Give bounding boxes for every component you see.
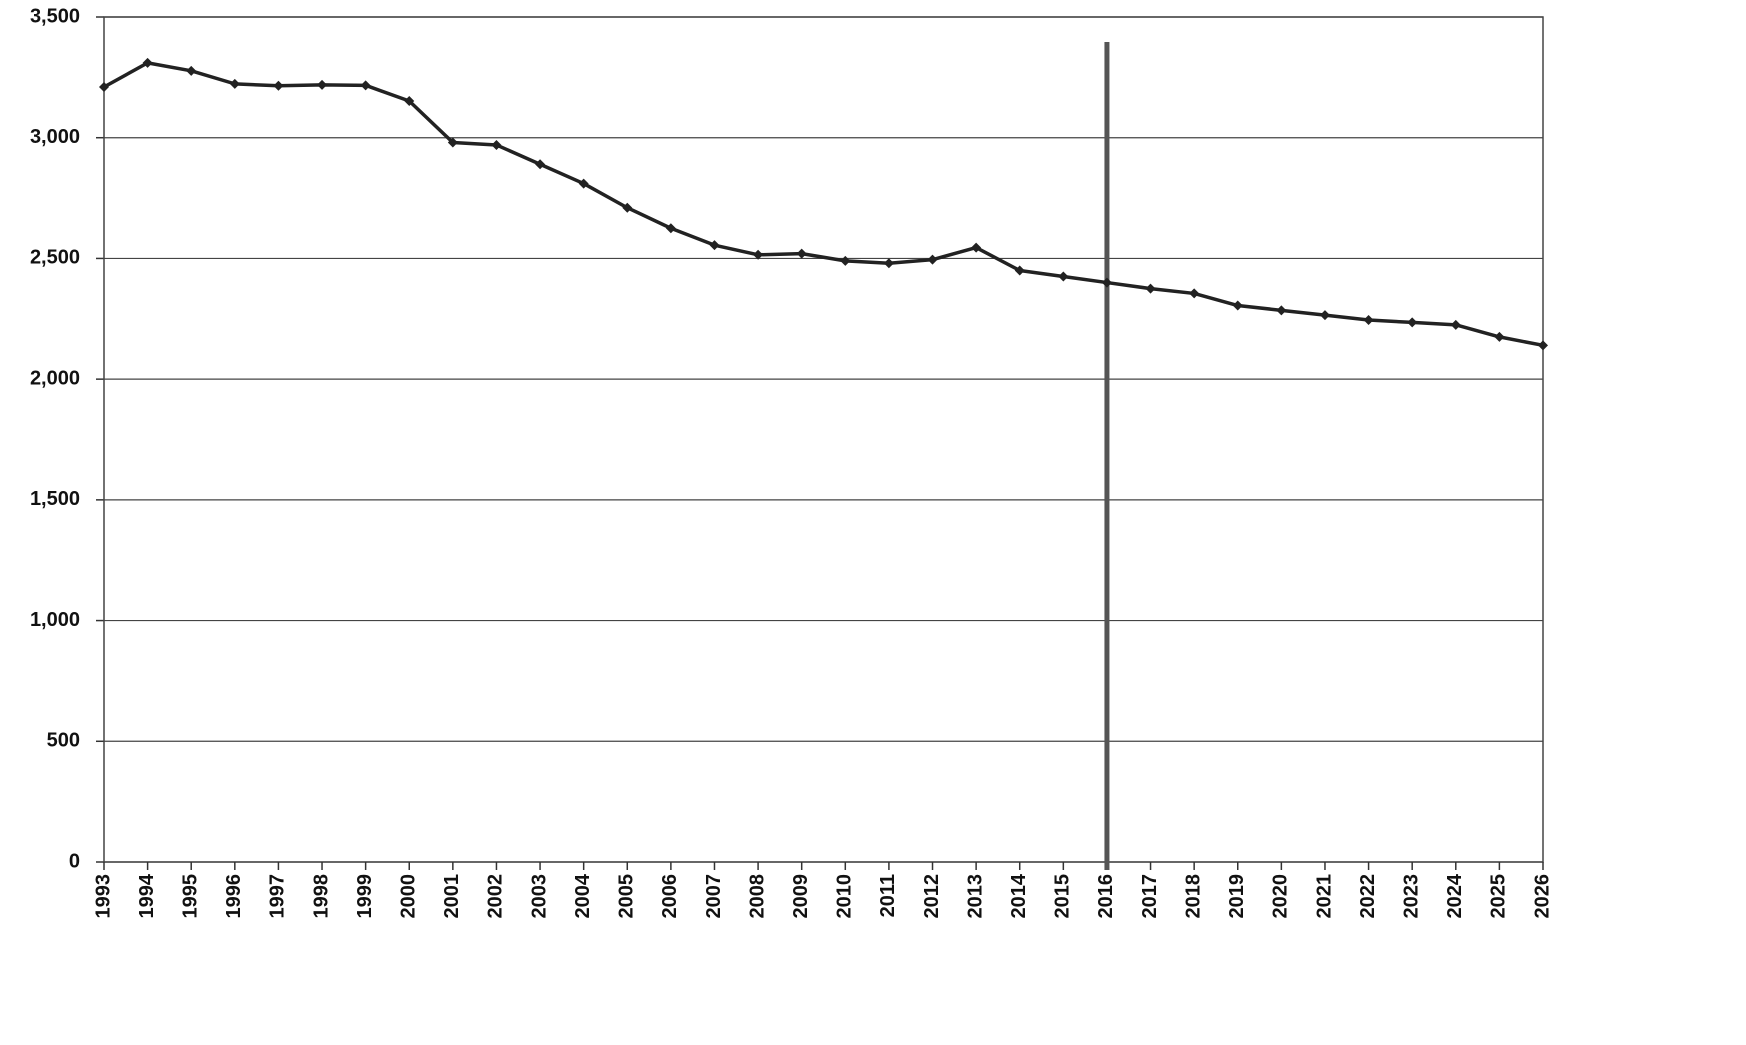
plot-border (103, 16, 1544, 863)
data-point (1232, 300, 1243, 311)
data-point (1058, 271, 1069, 282)
y-tick-label: 1,500 (30, 488, 80, 510)
data-point (186, 65, 197, 76)
x-tick-label: 2015 (1052, 874, 1074, 919)
data-point (1101, 277, 1112, 288)
x-tick-label: 2003 (528, 874, 550, 919)
data-point (404, 96, 415, 107)
x-tick-label: 2009 (790, 874, 812, 919)
data-point (447, 137, 458, 148)
data-point (753, 249, 764, 260)
x-tick-label: 2025 (1488, 874, 1510, 919)
x-tick-label: 1999 (354, 874, 376, 919)
x-tick-label: 2014 (1008, 873, 1030, 918)
x-tick-label: 2012 (921, 874, 943, 919)
data-point (1145, 283, 1156, 294)
data-point (1014, 265, 1025, 276)
y-tick-label: 0 (69, 850, 80, 872)
data-point (883, 258, 894, 269)
x-tick-label: 2011 (877, 874, 899, 917)
y-tick-label: 2,500 (30, 247, 80, 269)
y-tick-label: 1,000 (30, 609, 80, 631)
data-point (99, 82, 109, 93)
data-point (665, 223, 676, 234)
y-tick-label: 500 (47, 730, 80, 752)
x-tick-label: 2006 (659, 874, 681, 919)
data-point (491, 139, 502, 150)
x-tick-label: 2023 (1400, 874, 1422, 919)
data-point (971, 242, 982, 253)
data-point (273, 80, 284, 91)
data-point (535, 159, 546, 170)
data-line (103, 61, 1544, 348)
data-point (1494, 331, 1505, 342)
data-point (1276, 305, 1287, 316)
x-tick-label: 1996 (223, 874, 245, 919)
x-tick-label: 1994 (136, 873, 158, 918)
data-point (1319, 310, 1330, 321)
y-tick-label: 2,000 (30, 367, 80, 389)
data-point (1407, 317, 1418, 328)
data-point (1189, 288, 1200, 299)
x-tick-label: 2005 (616, 874, 638, 919)
data-point (360, 80, 371, 91)
x-tick-label: 2026 (1531, 874, 1553, 919)
x-tick-label: 2018 (1182, 874, 1204, 919)
x-tick-label: 2016 (1095, 874, 1117, 919)
data-point (709, 240, 720, 251)
x-tick-label: 2013 (964, 874, 986, 919)
x-tick-label: 2002 (485, 874, 507, 919)
x-tick-label: 1993 (92, 874, 114, 919)
x-tick-label: 2022 (1357, 874, 1379, 919)
data-point (229, 78, 240, 89)
x-tick-label: 1997 (267, 874, 289, 919)
x-tick-label: 2019 (1226, 874, 1248, 919)
data-point (1538, 340, 1548, 351)
data-point (840, 255, 851, 266)
x-tick-label: 2024 (1444, 873, 1466, 918)
data-point (1450, 319, 1461, 330)
x-tick-label: 2004 (572, 873, 594, 918)
data-point (927, 254, 938, 265)
x-tick-label: 2021 (1313, 874, 1335, 919)
data-point (796, 248, 807, 259)
x-tick-label: 2007 (703, 874, 725, 919)
x-tick-label: 2000 (398, 874, 420, 919)
y-tick-label: 3,500 (30, 5, 80, 27)
x-tick-label: 2008 (746, 874, 768, 919)
x-tick-label: 2020 (1270, 874, 1292, 919)
x-tick-label: 1998 (310, 874, 332, 919)
x-tick-label: 2017 (1139, 874, 1161, 919)
data-point (317, 79, 328, 90)
x-tick-label: 1995 (179, 874, 201, 919)
data-point (1363, 314, 1374, 325)
x-tick-label: 2010 (834, 874, 856, 919)
x-tick-label: 2001 (441, 874, 463, 919)
data-point (142, 57, 153, 68)
data-point (578, 178, 589, 189)
y-tick-label: 3,000 (30, 126, 80, 148)
data-point (622, 202, 633, 213)
